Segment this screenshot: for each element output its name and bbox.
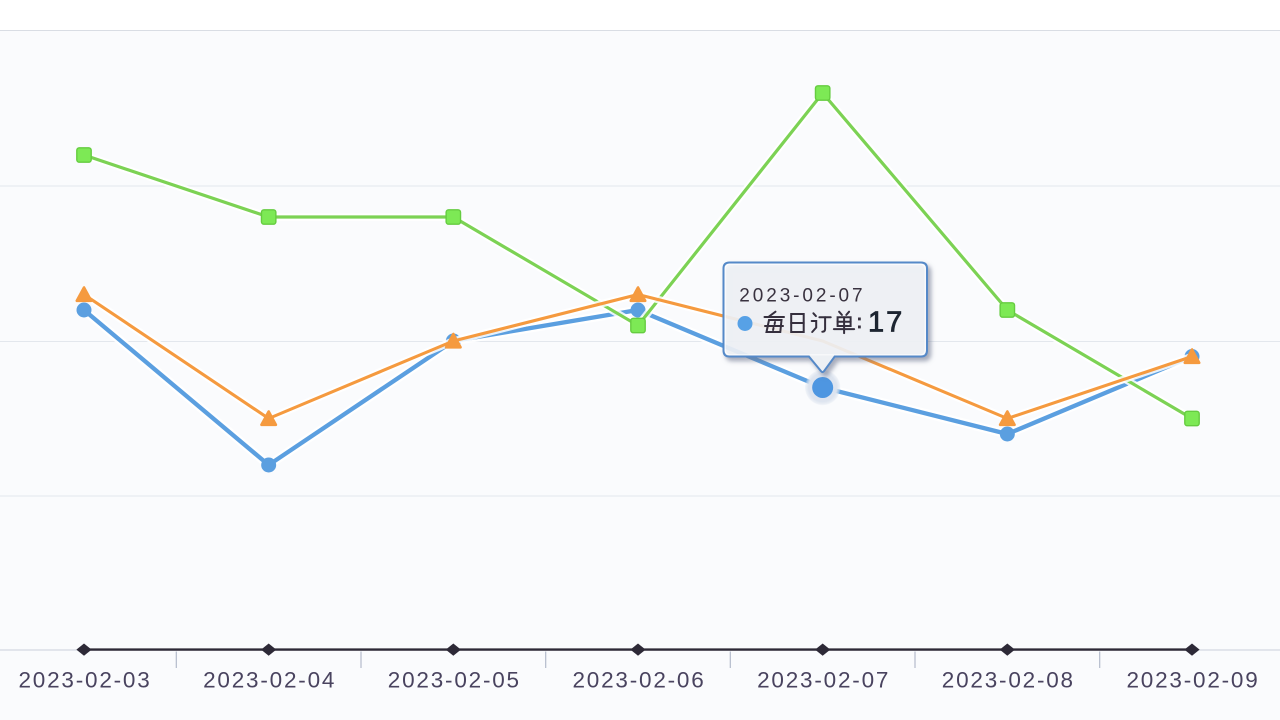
svg-text:2023-02-03: 2023-02-03 — [18, 668, 151, 693]
svg-text:2023-02-07: 2023-02-07 — [757, 668, 890, 693]
svg-text:2023-02-04: 2023-02-04 — [203, 668, 336, 693]
svg-text:2023-02-07: 2023-02-07 — [739, 286, 865, 307]
svg-text:2023-02-08: 2023-02-08 — [942, 668, 1075, 693]
svg-text:2023-02-09: 2023-02-09 — [1126, 668, 1259, 693]
svg-text:17: 17 — [868, 307, 904, 339]
svg-text:2023-02-06: 2023-02-06 — [572, 668, 705, 693]
svg-text:2023-02-05: 2023-02-05 — [388, 668, 521, 693]
